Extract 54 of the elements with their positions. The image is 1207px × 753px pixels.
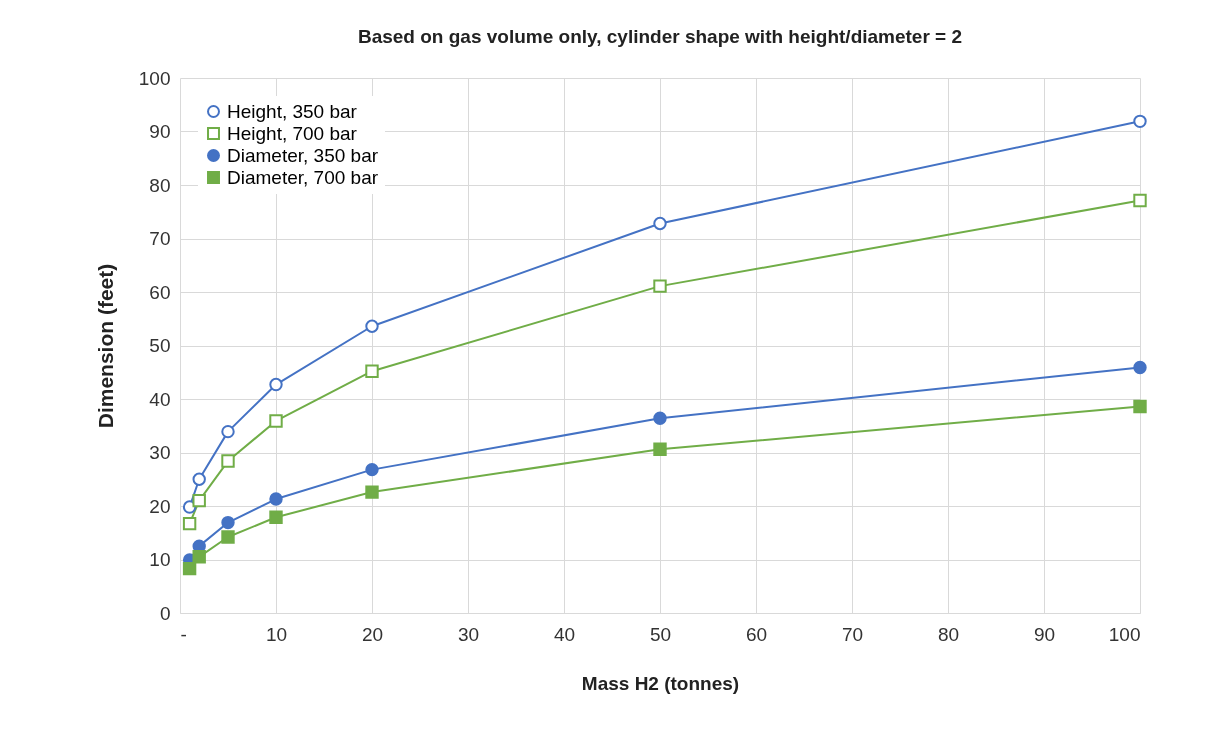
legend-label: Height, 700 bar [227, 122, 358, 144]
point [269, 492, 283, 506]
y-tick-label: 40 [149, 388, 171, 410]
point [221, 424, 235, 439]
y-tick-label: 60 [149, 281, 171, 303]
y-tick-label: 90 [149, 121, 171, 142]
y-tick-label: 10 [149, 549, 171, 570]
point [1133, 193, 1147, 208]
x-tick-label: 80 [937, 623, 960, 645]
chart-title: Based on gas volume only, cylinder shape with height/diameter = 2 [357, 26, 963, 47]
y-tick-label: 70 [149, 228, 171, 249]
x-tick-label: 50 [649, 623, 672, 645]
x-tick-label: 100 [1108, 623, 1141, 645]
point [192, 472, 206, 486]
x-tick-label: 10 [265, 623, 288, 645]
y-tick-label: 100 [138, 67, 171, 89]
point [1133, 114, 1147, 129]
point [221, 454, 235, 468]
legend-label: Height, 350 bar [227, 100, 358, 122]
point [365, 485, 379, 499]
x-tick-label: 30 [457, 623, 480, 645]
point [192, 550, 206, 564]
point [365, 364, 379, 378]
x-tick-label: 70 [841, 623, 864, 645]
point [182, 516, 197, 531]
point [365, 319, 379, 333]
point [653, 216, 667, 231]
x-tick-label: 60 [745, 623, 768, 645]
point [653, 442, 667, 456]
y-tick-label: 80 [149, 174, 171, 196]
y-tick-label: 0 [159, 602, 171, 624]
legend-label: Diameter, 700 bar [227, 166, 379, 188]
legend-label: Diameter, 350 bar [227, 144, 379, 166]
x-tick-label: 90 [1033, 623, 1056, 645]
y-tick-label: 20 [149, 495, 171, 517]
point [653, 411, 667, 425]
point [221, 515, 235, 530]
point [1133, 360, 1147, 375]
y-tick-label: 30 [149, 442, 171, 463]
point [269, 414, 283, 428]
x-tick-label: - [180, 623, 187, 645]
x-axis-title: Mass H2 (tonnes) [581, 672, 740, 694]
point [192, 493, 206, 508]
y-axis-title: Dimension (feet) [93, 263, 117, 429]
y-tick-label: 50 [149, 335, 171, 356]
point [182, 561, 197, 576]
point [221, 530, 235, 544]
point [1133, 399, 1147, 414]
x-tick-label: 40 [553, 623, 576, 645]
point [365, 462, 379, 477]
x-tick-label: 20 [361, 623, 384, 645]
point [269, 510, 283, 524]
point [269, 377, 283, 392]
point [653, 279, 667, 293]
